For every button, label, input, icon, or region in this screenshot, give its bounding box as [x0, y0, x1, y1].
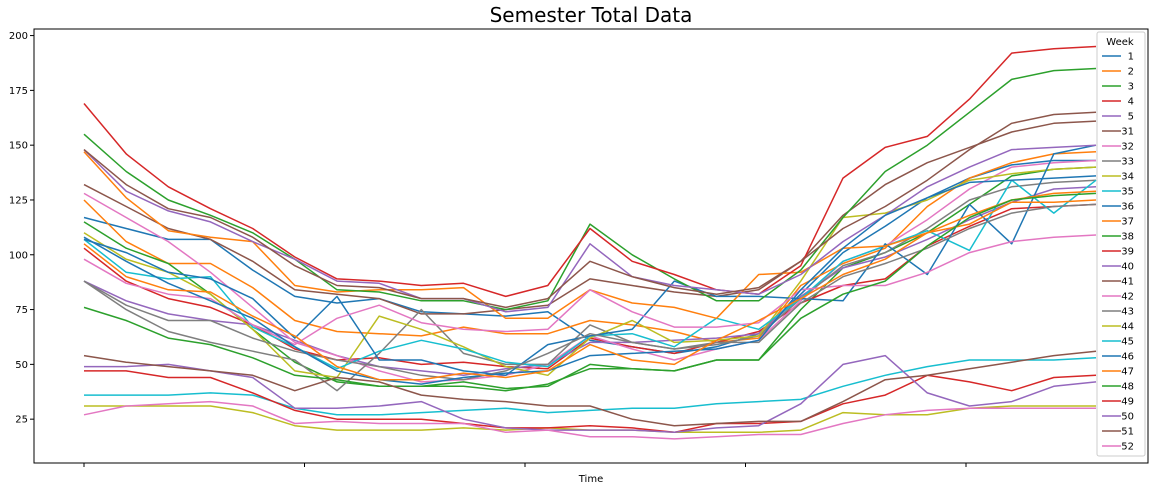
- series-line-47: [83, 190, 1097, 381]
- legend-label-37: 37: [1121, 217, 1134, 228]
- legend-label-40: 40: [1121, 262, 1134, 273]
- plot-area: [33, 28, 1149, 464]
- legend-label-39: 39: [1121, 247, 1134, 258]
- y-tick-label: 150: [9, 141, 28, 152]
- legend-label-50: 50: [1121, 412, 1134, 423]
- y-tick-label: 75: [15, 305, 28, 316]
- chart-title: Semester Total Data: [490, 3, 693, 27]
- legend-title: Week: [1106, 37, 1134, 48]
- legend-label-41: 41: [1121, 277, 1134, 288]
- series-line-38: [83, 67, 1097, 311]
- series-line-48: [83, 192, 1097, 390]
- y-tick-label: 25: [15, 415, 28, 426]
- legend-label-52: 52: [1121, 442, 1134, 453]
- series-line-49: [84, 370, 1097, 434]
- series-line-46: [83, 175, 1097, 385]
- series-line-40: [83, 144, 1097, 313]
- series-line-2: [83, 150, 1097, 344]
- x-axis-label: Time: [578, 474, 603, 485]
- legend-items: 1234531323334353637383940414243444546474…: [1102, 52, 1134, 453]
- series-line-34: [83, 166, 1097, 379]
- series-line-33: [83, 179, 1097, 392]
- legend-label-36: 36: [1121, 202, 1134, 213]
- series-line-50: [84, 354, 1097, 434]
- legend-label-32: 32: [1121, 142, 1134, 153]
- legend-label-48: 48: [1121, 382, 1134, 393]
- legend-label-44: 44: [1121, 322, 1134, 333]
- series-line-39: [83, 45, 1097, 298]
- y-tick-label: 175: [9, 86, 28, 97]
- legend-label-35: 35: [1121, 187, 1134, 198]
- series-line-45: [84, 357, 1097, 416]
- x-axis: [83, 463, 967, 467]
- series-group: [83, 45, 1097, 440]
- series-line-42: [83, 234, 1097, 346]
- legend-label-51: 51: [1121, 427, 1134, 438]
- legend-label-5: 5: [1128, 112, 1134, 123]
- series-line-32: [83, 159, 1097, 383]
- legend-label-2: 2: [1128, 67, 1134, 78]
- legend-label-49: 49: [1121, 397, 1134, 408]
- series-line-51: [83, 350, 1097, 427]
- legend-label-38: 38: [1121, 232, 1134, 243]
- legend-label-34: 34: [1121, 172, 1134, 183]
- series-line-41: [83, 111, 1097, 309]
- legend-label-45: 45: [1121, 337, 1134, 348]
- series-line-52: [83, 400, 1096, 440]
- y-tick-label: 200: [9, 31, 28, 42]
- legend-label-33: 33: [1121, 157, 1134, 168]
- legend-label-43: 43: [1121, 307, 1134, 318]
- series-line-31: [83, 120, 1097, 315]
- y-axis: 25 50 75 100 125 150 175 200: [9, 31, 34, 426]
- legend-label-42: 42: [1121, 292, 1134, 303]
- y-tick-label: 100: [9, 250, 28, 261]
- series-line-43: [83, 203, 1097, 381]
- y-tick-label: 50: [15, 360, 28, 371]
- y-tick-label: 125: [9, 195, 28, 206]
- legend: Week 12345313233343536373839404142434445…: [1096, 31, 1146, 457]
- legend-label-3: 3: [1128, 82, 1134, 93]
- legend-label-47: 47: [1121, 367, 1134, 378]
- legend-label-4: 4: [1128, 97, 1134, 108]
- legend-label-31: 31: [1121, 127, 1134, 138]
- legend-label-46: 46: [1121, 352, 1134, 363]
- legend-box: [1096, 31, 1146, 457]
- legend-label-1: 1: [1128, 52, 1134, 63]
- series-line-36: [83, 144, 1097, 377]
